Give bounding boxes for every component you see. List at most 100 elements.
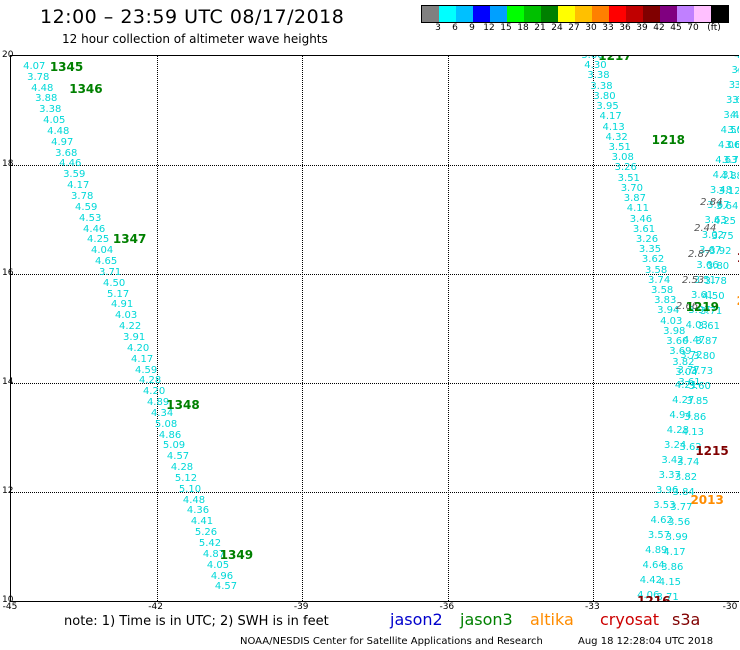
wave-height-value: 3.12: [718, 185, 739, 197]
wave-height-value: 3.94: [657, 305, 680, 317]
wave-height-value: 3.82: [672, 356, 695, 368]
wave-height-value: 4.07: [23, 60, 46, 72]
colorbar-swatch: [694, 6, 711, 22]
wave-height-value: 3.02: [701, 229, 725, 241]
wave-height-value: 3.75: [711, 230, 734, 242]
wave-height-value: 4.20: [126, 342, 150, 354]
pass-label: 1349: [219, 547, 254, 562]
x-tick-label: -45: [2, 602, 18, 612]
wave-height-value: 4.87: [202, 548, 226, 560]
wave-height-value: 4.91: [110, 299, 134, 311]
colorbar-swatch: [677, 6, 694, 22]
wave-height-value: 4.89: [146, 397, 170, 409]
wave-height-value: 2.44: [694, 223, 717, 235]
wave-height-value: 4.88: [720, 170, 739, 182]
colorbar-swatch: [524, 6, 541, 22]
colorbar-swatch: [575, 6, 592, 22]
y-tick-label: 18: [2, 159, 14, 169]
wave-height-value: 3.57: [647, 529, 671, 541]
wave-height-value: 3.95: [596, 101, 619, 113]
wave-height-value: 5.42: [198, 538, 222, 549]
wave-height-value: 3.78: [704, 275, 727, 287]
wave-height-value: 3.60: [581, 55, 604, 61]
wave-height-value: 5.09: [162, 440, 186, 452]
colorbar-label: 27: [568, 23, 580, 33]
wave-height-value: 5.17: [107, 288, 130, 300]
wave-height-value: 3.92: [709, 245, 732, 257]
grid-line-vertical: [156, 56, 158, 601]
wave-height-value: 3.61: [632, 223, 656, 235]
wave-height-value: 4.47: [682, 334, 706, 346]
colorbar-swatch: [660, 6, 677, 22]
wave-height-value: 3.71: [700, 306, 723, 318]
wave-height-value: 4.46: [59, 158, 82, 170]
wave-height-value: 3.80: [593, 90, 616, 102]
legend-item-jason2: jason2: [390, 610, 443, 629]
colorbar-label: 45: [670, 23, 682, 33]
pass-label: 1216: [637, 594, 671, 602]
wave-height-value: 3.58: [651, 285, 674, 297]
colorbar: [421, 5, 729, 23]
wave-height-value: 3.75: [731, 64, 739, 76]
colorbar-label: 70: [687, 23, 699, 33]
map-plot-area: 4.07 3.78 4.48 3.88 3.38 4.05 4.48 4.97 3.68 4.46…: [10, 55, 739, 602]
wave-height-value: 3.85: [686, 396, 709, 408]
wave-height-value: 3.51: [617, 172, 640, 184]
x-tick-label: -42: [148, 602, 163, 612]
wave-height-value: 4.97: [51, 136, 74, 148]
wave-height-value: 4.13: [602, 121, 625, 133]
pass-label: 1218: [651, 133, 686, 148]
pass-label: 121: [737, 252, 739, 264]
legend-item-jason3: jason3: [460, 610, 513, 629]
wave-height-value: 3.48: [709, 184, 733, 196]
wave-height-value: 3.46: [629, 213, 653, 225]
wave-height-value: 3.83: [654, 295, 677, 307]
wave-height-value: 4.06: [717, 139, 739, 151]
colorbar-swatch: [711, 6, 728, 22]
colorbar-label: 6: [452, 23, 458, 33]
wave-height-value: 2.84: [700, 197, 723, 209]
wave-height-value: 4.05: [43, 115, 66, 127]
wave-height-value: 4.48: [47, 125, 70, 137]
footer-credit: NOAA/NESDIS Center for Satellite Applica…: [240, 636, 543, 647]
colorbar-swatch: [473, 6, 490, 22]
colorbar-label: 21: [534, 23, 546, 33]
wave-height-value: 4.11: [626, 203, 650, 215]
colorbar-label: 30: [585, 23, 597, 33]
wave-height-value: 4.50: [702, 291, 725, 302]
wave-height-value: 3.58: [644, 264, 668, 276]
note-text: note: 1) Time is in UTC; 2) SWH is in fe…: [64, 614, 329, 629]
pass-label: 1347: [112, 231, 147, 246]
wave-height-value: 3.67: [699, 244, 722, 256]
wave-height-value: 4.65: [95, 256, 118, 268]
wave-height-value: 5.10: [178, 483, 202, 495]
wave-height-value: 3.73: [690, 366, 714, 378]
wave-height-value: 4.25: [87, 234, 110, 246]
wave-height-value: 3.91: [122, 331, 146, 343]
wave-height-value: 3.38: [587, 70, 610, 82]
wave-height-value: 4.12: [729, 110, 739, 122]
wave-height-value: 3.38: [590, 80, 613, 92]
wave-height-value: 4.96: [210, 570, 234, 582]
wave-height-value: 4.53: [79, 212, 102, 224]
footer-timestamp: Aug 18 12:28:04 UTC 2018: [578, 636, 714, 647]
wave-height-value: 3.74: [648, 274, 671, 286]
wave-height-value: 4.17: [67, 180, 90, 192]
wave-height-value: 4.89: [645, 544, 668, 556]
wave-height-value: 3.67: [732, 95, 739, 107]
wave-height-value: 4.32: [605, 131, 628, 143]
wave-height-value: 3.70: [722, 155, 739, 167]
wave-height-value: 4.67: [737, 66, 739, 76]
wave-height-value: 2.53: [681, 274, 705, 286]
wave-height-value: 3.97: [688, 304, 711, 316]
wave-height-value: 3.86: [661, 562, 684, 574]
pass-label: 1217: [598, 55, 632, 63]
wave-height-value: 3.78: [71, 191, 94, 203]
grid-line-horizontal: [11, 165, 739, 166]
wave-height-value: 3.86: [683, 411, 707, 423]
wave-height-value: 4.41: [190, 516, 214, 528]
wave-height-value: 3.37: [658, 469, 681, 481]
colorbar-label: 33: [602, 23, 614, 33]
wave-height-value: 3.87: [623, 193, 646, 205]
grid-line-horizontal: [11, 492, 739, 493]
